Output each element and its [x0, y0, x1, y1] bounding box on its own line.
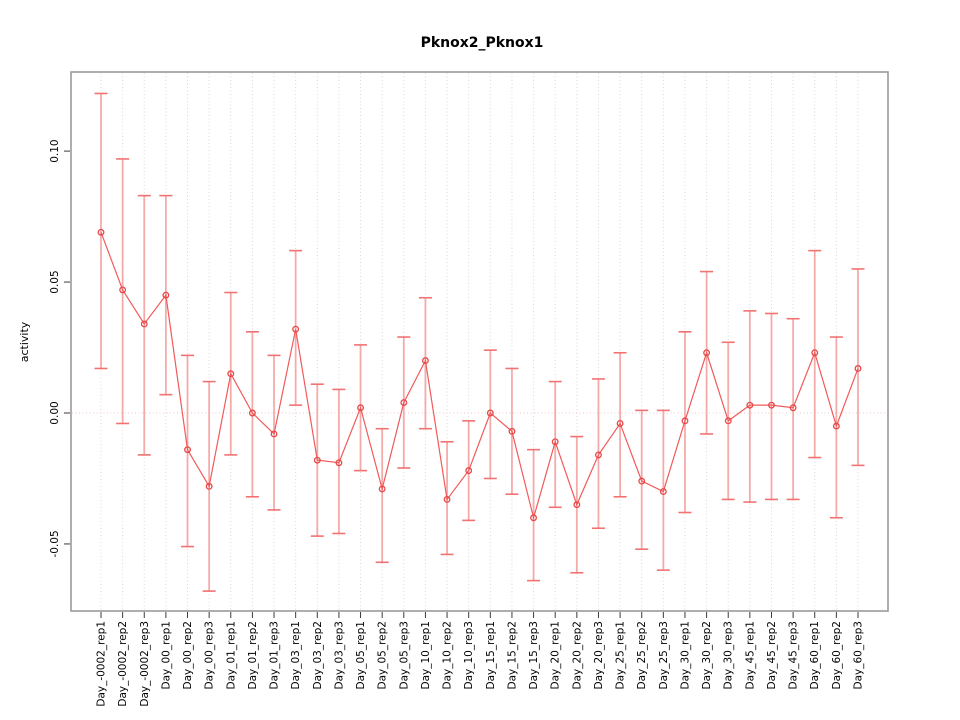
data-point: [162, 291, 170, 299]
data-point: [421, 357, 429, 365]
y-tick-label: 0.10: [49, 139, 61, 162]
data-point: [400, 399, 408, 406]
chart-title: Pknox2_Pknox1: [421, 35, 544, 51]
x-tick-label: Day_-0002_rep1: [96, 621, 108, 707]
x-tick-label: Day_30_rep1: [679, 621, 691, 690]
data-point: [530, 514, 538, 522]
y-tick-label: 0.05: [49, 270, 61, 293]
data-point: [832, 422, 840, 430]
data-point: [140, 320, 148, 328]
data-point: [703, 349, 711, 357]
x-tick-label: Day_25_rep2: [636, 621, 648, 690]
x-tick-label: Day_-0002_rep2: [117, 621, 129, 707]
x-tick-label: Day_60_rep2: [831, 621, 843, 690]
data-point: [465, 467, 473, 475]
data-point: [616, 420, 624, 427]
data-point: [292, 325, 300, 333]
x-tick-label: Day_01_rep1: [225, 621, 237, 690]
x-tick-label: Day_00_rep2: [182, 621, 194, 690]
x-tick-label: Day_00_rep1: [160, 621, 172, 690]
data-point: [724, 417, 732, 425]
y-axis-tick-labels: -0.05 0.00 0.05 0.10: [49, 139, 61, 557]
x-tick-label: Day_25_rep3: [658, 621, 670, 690]
x-tick-label: Day_15_rep2: [506, 621, 518, 690]
x-tick-label: Day_20_rep2: [571, 621, 583, 690]
data-point: [119, 286, 127, 294]
data-point: [486, 409, 494, 417]
x-tick-label: Day_03_rep3: [333, 621, 345, 690]
data-point: [508, 427, 516, 435]
data-point: [227, 370, 235, 378]
x-tick-label: Day_20_rep3: [593, 621, 605, 690]
error-bars: [94, 92, 865, 592]
x-tick-label: Day_05_rep3: [398, 621, 410, 690]
x-tick-label: Day_00_rep3: [204, 621, 216, 690]
data-point: [443, 495, 451, 503]
x-axis-tick-labels: Day_-0002_rep1 Day_-0002_rep2 Day_-0002_re…: [96, 621, 865, 707]
data-point: [681, 417, 689, 425]
x-tick-label: Day_45_rep3: [788, 621, 800, 690]
x-tick-label: Day_03_rep2: [312, 621, 324, 690]
vertical-gridlines: [100, 73, 859, 610]
x-tick-label: Day_45_rep1: [744, 621, 756, 690]
x-tick-label: Day_10_rep1: [420, 621, 432, 690]
data-point: [595, 451, 602, 459]
x-tick-label: Day_15_rep1: [485, 621, 497, 690]
series-line: [100, 232, 859, 521]
data-point: [768, 401, 775, 409]
y-tick-label: -0.05: [49, 530, 61, 557]
data-point: [811, 349, 819, 357]
data-point: [357, 404, 364, 412]
y-axis-label: activity: [18, 321, 31, 362]
x-tick-label: Day_60_rep3: [853, 621, 865, 690]
data-point: [573, 501, 581, 509]
x-tick-label: Day_03_rep1: [290, 621, 302, 690]
data-point: [746, 401, 754, 409]
data-point: [854, 365, 862, 372]
y-tick-label: 0.00: [49, 401, 61, 424]
data-point: [184, 446, 191, 454]
y-axis-ticks: [64, 150, 70, 545]
data-point: [789, 404, 797, 412]
x-tick-label: Day_01_rep3: [269, 621, 281, 690]
data-point: [97, 228, 105, 236]
data-point: [248, 409, 256, 417]
x-tick-label: Day_30_rep2: [701, 621, 713, 690]
x-tick-label: Day_10_rep2: [442, 621, 454, 690]
x-tick-label: Day_25_rep1: [615, 621, 627, 690]
data-point: [313, 456, 321, 464]
x-tick-label: Day_60_rep1: [809, 621, 821, 690]
x-axis-ticks: [100, 612, 859, 618]
data-point: [335, 459, 343, 467]
x-tick-label: Day_05_rep2: [377, 621, 389, 690]
x-tick-label: Day_-0002_rep3: [139, 621, 151, 707]
x-tick-label: Day_45_rep2: [766, 621, 778, 690]
x-tick-label: Day_20_rep1: [550, 621, 562, 690]
data-point: [205, 482, 213, 490]
plot-border: [70, 71, 889, 612]
data-point: [659, 488, 667, 496]
x-tick-label: Day_15_rep3: [528, 621, 540, 690]
x-tick-label: Day_10_rep3: [463, 621, 475, 690]
data-points: [97, 228, 862, 522]
x-tick-label: Day_30_rep3: [723, 621, 735, 690]
data-point: [378, 485, 386, 493]
x-tick-label: Day_01_rep2: [247, 621, 259, 690]
data-point: [551, 438, 559, 446]
data-point: [270, 430, 278, 438]
x-tick-label: Day_05_rep1: [355, 621, 367, 690]
data-point: [638, 477, 646, 485]
